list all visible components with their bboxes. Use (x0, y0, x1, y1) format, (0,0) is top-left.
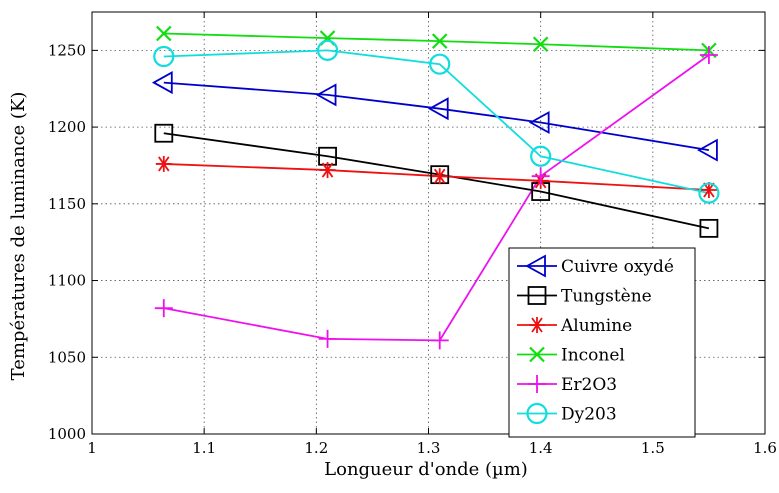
data-point-er2o3 (154, 299, 173, 318)
data-point-cuivre-oxyd (315, 83, 337, 107)
data-point-dy203 (429, 53, 451, 75)
data-point-er2o3 (531, 167, 550, 186)
legend-label-tungst-ne: Tungstène (561, 287, 652, 307)
x-tick-label: 1.1 (192, 439, 216, 457)
data-point-cuivre-oxyd (528, 110, 550, 135)
data-point-er2o3 (699, 45, 718, 64)
legend-label-dy203: Dy203 (561, 405, 617, 425)
axes: 1 1.1 1.2 1.3 1.4 1.5 1.6 1000 1050 1100 1150 1200 1… (48, 11, 777, 457)
x-tick-label: 1.5 (641, 439, 665, 457)
data-point-tungst-ne (699, 218, 719, 238)
y-tick-label: 1000 (48, 425, 86, 443)
legend-marker-alumine (529, 317, 545, 333)
data-point-alumine (319, 162, 336, 179)
x-tick-label: 1 (87, 439, 97, 457)
legend-marker-er2o3 (528, 375, 546, 393)
legend-marker-inconel (529, 346, 545, 363)
data-point-dy203 (316, 39, 339, 61)
series-line-dy203 (163, 49, 710, 194)
legend-marker-tungst-ne (527, 286, 547, 305)
data-point-inconel (431, 33, 448, 49)
data-point-alumine (155, 155, 172, 172)
y-tick-label: 1150 (48, 195, 86, 213)
y-tick-label: 1200 (48, 118, 86, 136)
data-point-er2o3 (430, 331, 449, 350)
legend-label-cuivre-oxyd: Cuivre oxydé (561, 257, 674, 277)
y-tick-label: 1250 (48, 41, 86, 59)
data-point-cuivre-oxyd (697, 138, 718, 162)
y-tick-label: 1100 (48, 272, 86, 290)
data-point-er2o3 (318, 329, 337, 348)
legend-label-er2o3: Er2O3 (561, 375, 617, 395)
data-point-cuivre-oxyd (427, 97, 449, 121)
legend: Cuivre oxydé Tungstène Alumine Inconel Er2O3… (508, 247, 696, 438)
x-axis-label: Longueur d'onde (µm) (324, 459, 528, 480)
x-tick-label: 1.4 (529, 439, 553, 457)
data-point-inconel (156, 25, 172, 42)
x-tick-label: 1.2 (304, 439, 328, 457)
legend-marker-cuivre-oxyd (525, 254, 546, 278)
data-point-cuivre-oxyd (151, 71, 173, 95)
data-point-alumine (431, 168, 448, 185)
series-line-cuivre-oxyd (163, 81, 710, 151)
data-point-dy203 (530, 145, 552, 167)
legend-label-alumine: Alumine (560, 316, 632, 336)
series-markers (151, 25, 720, 350)
series-line-inconel (163, 32, 709, 52)
data-point-dy203 (153, 45, 175, 68)
legend-label-inconel: Inconel (561, 346, 625, 366)
legend-marker-dy203 (526, 402, 548, 425)
x-tick-label: 1.6 (753, 439, 777, 457)
x-tick-label: 1.3 (417, 439, 441, 457)
y-axis-label: Températures de luminance (K) (8, 92, 29, 381)
data-point-inconel (532, 36, 549, 53)
y-tick-label: 1050 (48, 348, 86, 366)
data-point-dy203 (698, 182, 720, 204)
data-point-tungst-ne (154, 123, 174, 143)
